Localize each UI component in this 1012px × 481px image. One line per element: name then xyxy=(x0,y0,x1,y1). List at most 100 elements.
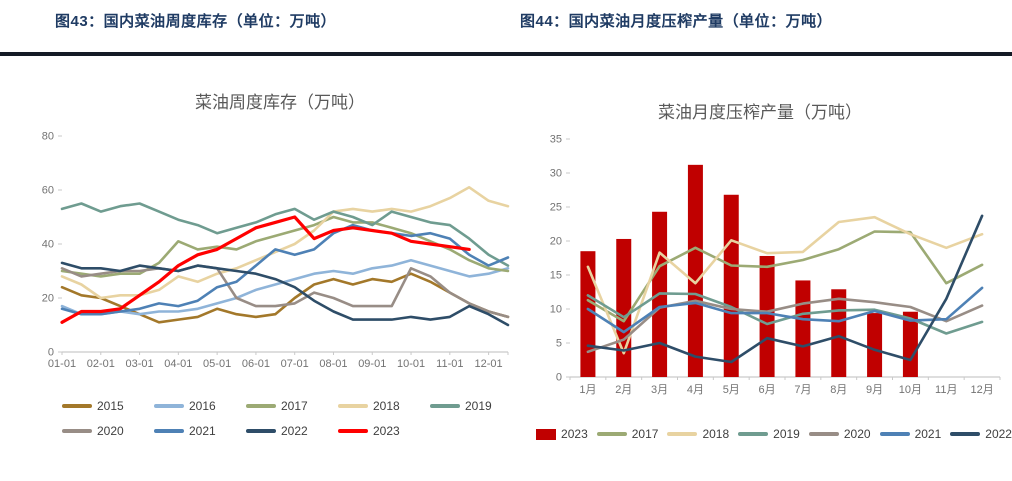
bar-2023-6月 xyxy=(759,255,775,377)
bar-layer xyxy=(580,164,918,377)
svg-text:1月: 1月 xyxy=(579,384,596,396)
series-2020-line xyxy=(586,297,984,354)
svg-text:10-01: 10-01 xyxy=(397,358,425,370)
series-2020-line xyxy=(60,264,510,319)
legend-item-2023: 2023 xyxy=(536,427,588,441)
svg-text:06-01: 06-01 xyxy=(242,358,270,370)
svg-text:11-01: 11-01 xyxy=(436,358,463,370)
legend-label-2021: 2021 xyxy=(914,427,942,441)
header-divider-rule xyxy=(0,52,1012,56)
bar-2023-7月 xyxy=(795,280,811,377)
legend-item-2018: 2018 xyxy=(338,399,430,413)
legend-swatch-2020 xyxy=(62,429,92,433)
legend-swatch-2023 xyxy=(536,428,557,440)
monthly-crush-chart-title: 菜油月度压榨产量（万吨） xyxy=(658,103,862,122)
axis-layer: 0 20 40 60 80 01-01 02-01 03-01 04-01 05-01 06-01 0… xyxy=(42,131,509,370)
svg-text:07-01: 07-01 xyxy=(281,358,309,370)
figure-43-caption: 图43：国内菜油周度库存（单位：万吨） xyxy=(55,13,337,30)
legend-label-2020: 2020 xyxy=(843,427,871,441)
series-2019-line xyxy=(586,292,984,335)
monthly-crush-legend: 2023 2017 2018 2019 2020 2021 2022 xyxy=(536,427,1012,441)
bar-2023-2月 xyxy=(616,238,632,377)
legend-swatch-2017 xyxy=(596,432,627,436)
svg-text:7月: 7月 xyxy=(794,384,811,396)
legend-label-2023: 2023 xyxy=(561,427,588,441)
legend-swatch-2020 xyxy=(808,432,839,436)
figure-44-caption: 图44：国内菜油月度压榨产量（单位：万吨） xyxy=(520,13,833,30)
legend-label-2019: 2019 xyxy=(465,399,492,413)
svg-text:12-01: 12-01 xyxy=(475,358,503,370)
svg-text:40: 40 xyxy=(42,239,54,251)
legend-swatch-2015 xyxy=(62,404,92,408)
svg-text:4月: 4月 xyxy=(687,384,704,396)
svg-text:30: 30 xyxy=(550,168,562,180)
series-2019-line xyxy=(60,202,510,267)
legend-item-2022: 2022 xyxy=(950,427,1012,441)
legend-swatch-2018 xyxy=(338,404,368,408)
svg-text:03-01: 03-01 xyxy=(125,358,153,370)
legend-item-2016: 2016 xyxy=(154,399,246,413)
legend-swatch-2018 xyxy=(667,432,698,436)
svg-text:0: 0 xyxy=(556,372,562,384)
legend-item-2023: 2023 xyxy=(338,424,430,438)
weekly-inventory-chart-title: 菜油周度库存（万吨） xyxy=(195,93,365,112)
legend-item-2017: 2017 xyxy=(596,427,659,441)
series-layer xyxy=(586,214,984,364)
legend-label-2016: 2016 xyxy=(189,399,216,413)
series-2021-line xyxy=(586,286,984,334)
svg-text:5月: 5月 xyxy=(723,384,740,396)
svg-text:25: 25 xyxy=(550,202,562,214)
axis-layer: 0 5 10 15 20 25 30 35 1月 2月 3月 4月 5月 6月 7月 8月 9月 10月 11月 12… xyxy=(550,134,1001,396)
series-2021-line xyxy=(60,223,510,316)
bar-2023-8月 xyxy=(831,289,847,377)
svg-text:08-01: 08-01 xyxy=(319,358,347,370)
svg-text:0: 0 xyxy=(48,347,54,359)
svg-text:02-01: 02-01 xyxy=(87,358,115,370)
legend-item-2015: 2015 xyxy=(62,399,154,413)
legend-swatch-2016 xyxy=(154,404,184,408)
weekly-inventory-chart: 0 20 40 60 80 01-01 02-01 03-01 04-01 05-01 06-01 0… xyxy=(42,131,510,370)
series-layer xyxy=(60,186,510,327)
series-2017-line xyxy=(60,215,510,278)
legend-label-2023: 2023 xyxy=(373,424,400,438)
svg-text:8月: 8月 xyxy=(830,384,847,396)
bar-2023-10月 xyxy=(902,311,918,377)
legend-swatch-2019 xyxy=(430,404,460,408)
legend-label-2018: 2018 xyxy=(373,399,400,413)
legend-item-2021: 2021 xyxy=(154,424,246,438)
bar-2023-4月 xyxy=(687,164,703,377)
svg-text:9月: 9月 xyxy=(866,384,883,396)
legend-item-2021: 2021 xyxy=(879,427,942,441)
svg-text:10月: 10月 xyxy=(899,384,922,396)
legend-swatch-2023 xyxy=(338,429,368,433)
svg-text:2月: 2月 xyxy=(615,384,632,396)
svg-text:5: 5 xyxy=(556,338,562,350)
legend-swatch-2021 xyxy=(879,432,910,436)
svg-text:09-01: 09-01 xyxy=(358,358,386,370)
legend-swatch-2021 xyxy=(154,429,184,433)
bar-2023-9月 xyxy=(867,313,883,377)
legend-item-2017: 2017 xyxy=(246,399,338,413)
svg-text:6月: 6月 xyxy=(759,384,776,396)
legend-label-2022: 2022 xyxy=(281,424,308,438)
svg-text:20: 20 xyxy=(550,236,562,248)
weekly-inventory-legend: 2015 2016 2017 2018 2019 2020 2021 2022 2023 xyxy=(62,399,527,438)
svg-text:04-01: 04-01 xyxy=(164,358,192,370)
series-2017-line xyxy=(586,230,984,323)
svg-text:11月: 11月 xyxy=(935,384,957,396)
legend-label-2017: 2017 xyxy=(631,427,659,441)
series-2018-line xyxy=(60,186,510,300)
svg-text:60: 60 xyxy=(42,185,54,197)
series-2018-line xyxy=(586,215,984,355)
legend-label-2022: 2022 xyxy=(985,427,1012,441)
legend-swatch-2017 xyxy=(246,404,276,408)
legend-swatch-2022 xyxy=(950,432,981,436)
legend-label-2021: 2021 xyxy=(189,424,216,438)
svg-text:01-01: 01-01 xyxy=(48,358,76,370)
svg-text:20: 20 xyxy=(42,293,54,305)
svg-text:3月: 3月 xyxy=(651,384,668,396)
legend-item-2018: 2018 xyxy=(667,427,729,441)
legend-item-2019: 2019 xyxy=(738,427,800,441)
legend-item-2020: 2020 xyxy=(62,424,154,438)
